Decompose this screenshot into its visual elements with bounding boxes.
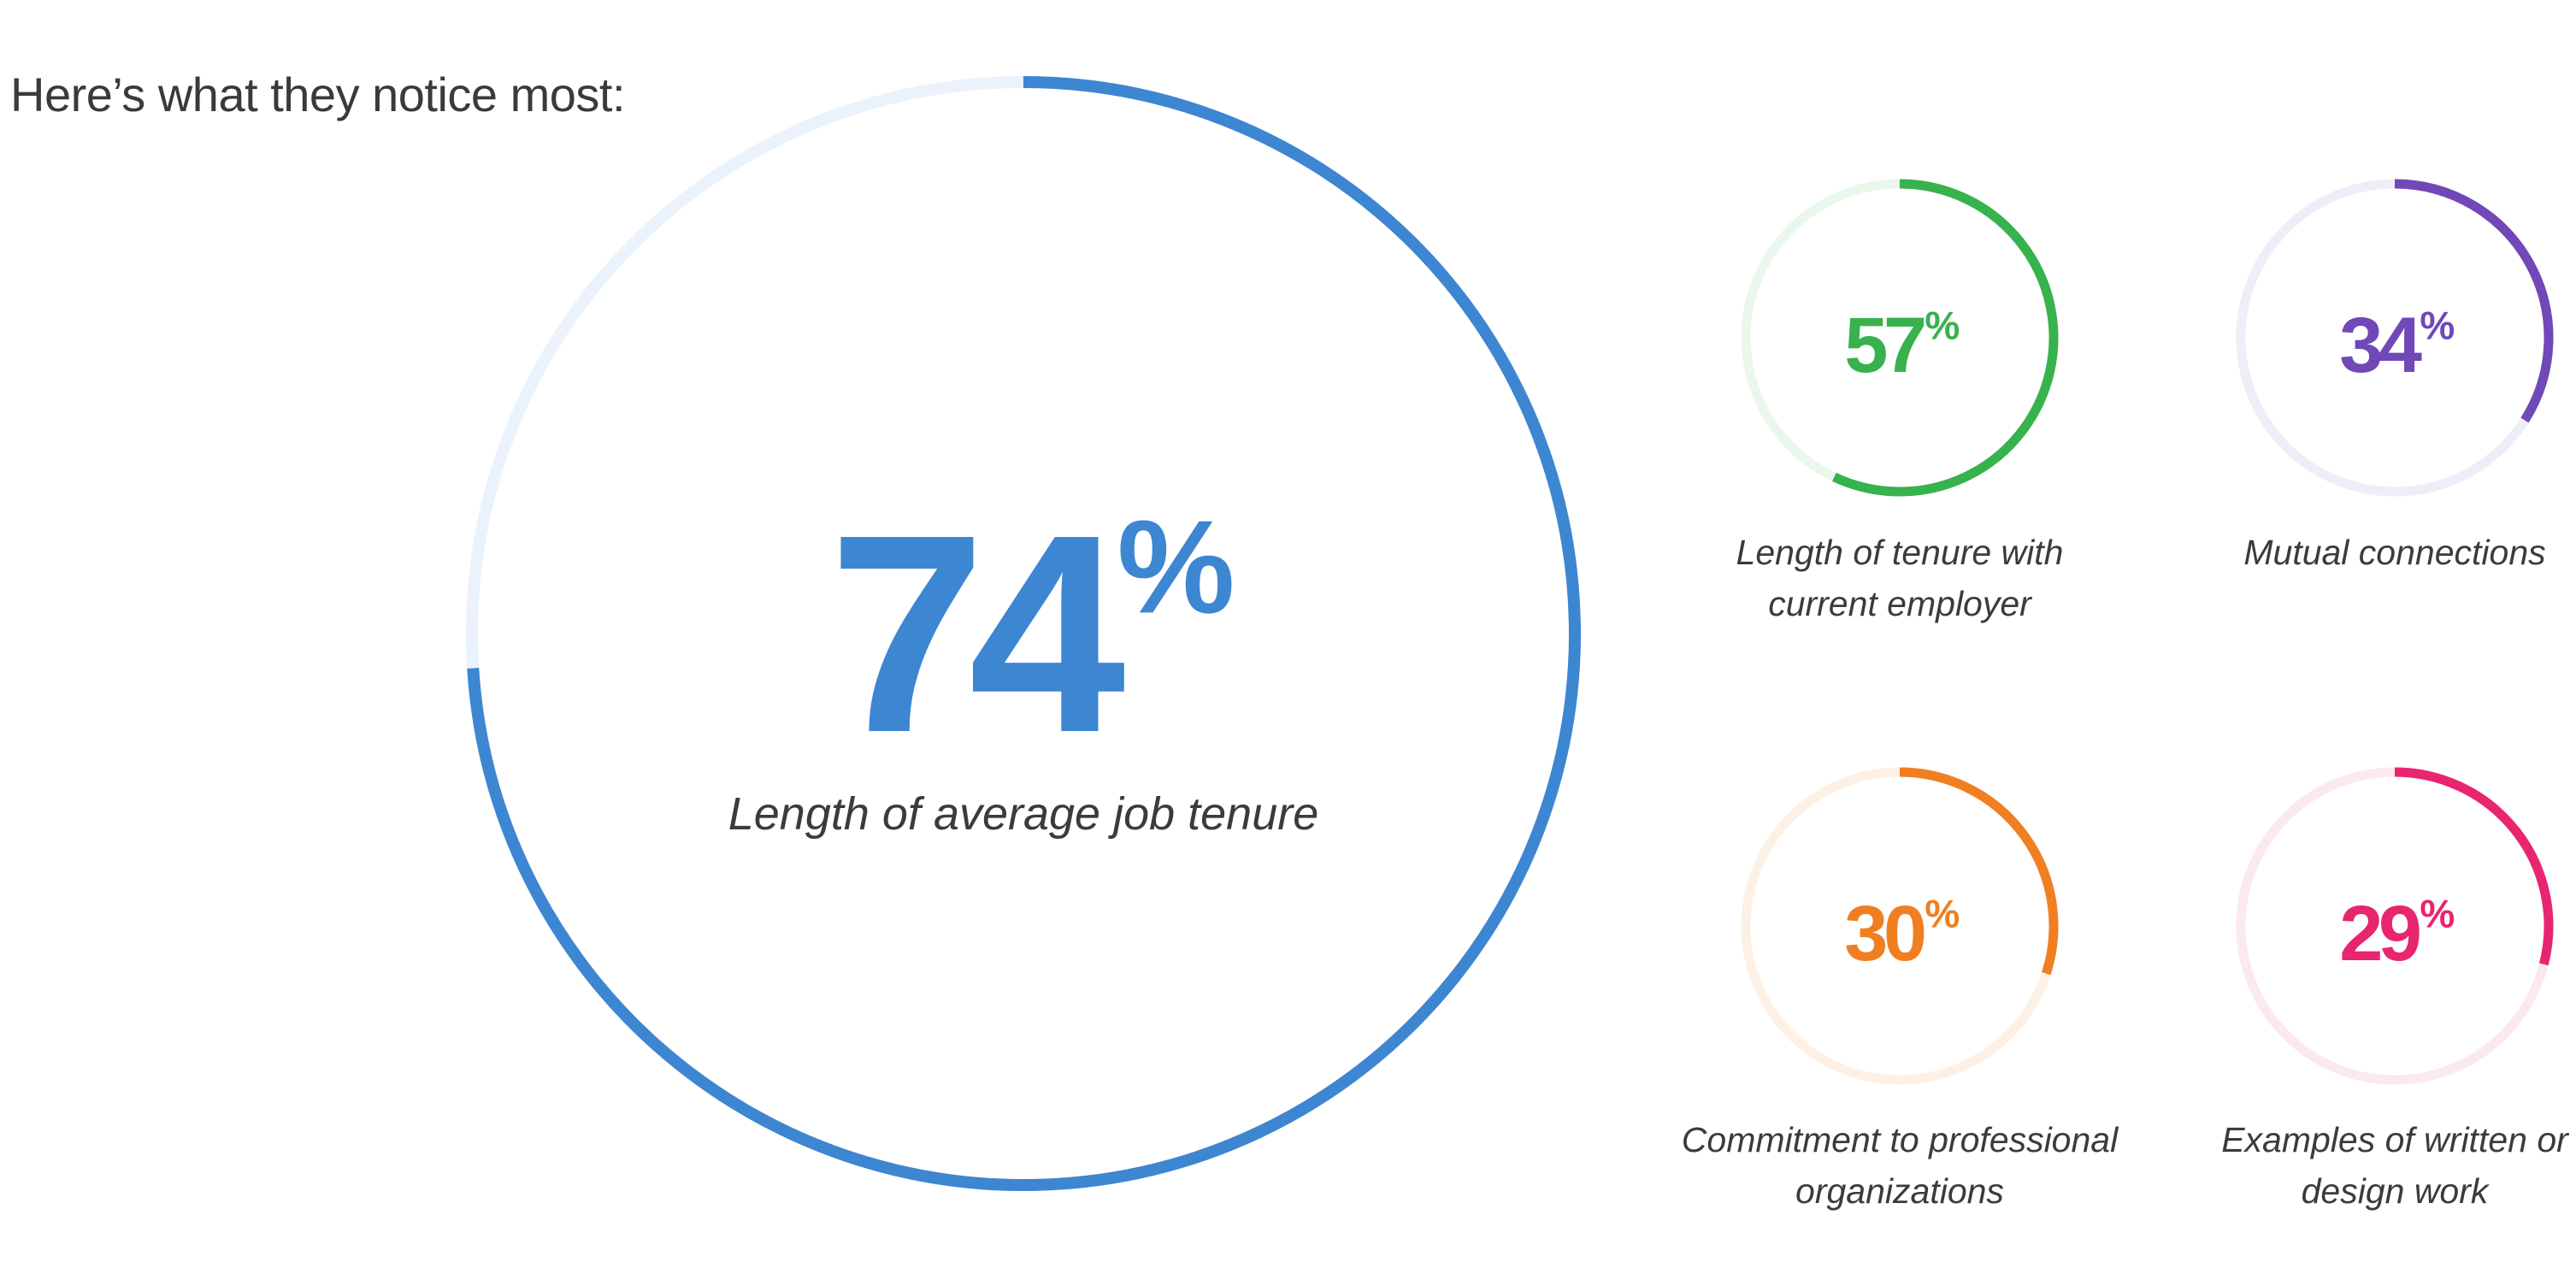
donut-value-label: 34% bbox=[2339, 302, 2454, 389]
value-number: 29 bbox=[2339, 890, 2420, 977]
value-number: 74 bbox=[828, 475, 1127, 791]
value-percent-sign: % bbox=[1925, 891, 1959, 935]
donut-caption-line: organizations bbox=[1795, 1171, 2004, 1211]
donut-progress-arc bbox=[1899, 767, 2059, 976]
value-number: 30 bbox=[1844, 890, 1925, 977]
donut-1: 74%Length of average job tenure bbox=[466, 76, 1581, 1191]
donut-progress-arc bbox=[467, 76, 1581, 1191]
donut-value-label: 57% bbox=[1844, 302, 1959, 389]
value-number: 34 bbox=[2339, 302, 2422, 389]
value-percent-sign: % bbox=[2420, 891, 2454, 935]
donut-caption-line: Commitment to professional bbox=[1682, 1120, 2119, 1159]
donut-value-label: 29% bbox=[2339, 890, 2454, 977]
value-percent-sign: % bbox=[1925, 303, 1959, 347]
donut-caption-line: Examples of written or bbox=[2221, 1120, 2570, 1159]
donut-caption-line: Length of average job tenure bbox=[728, 788, 1319, 840]
value-number: 57 bbox=[1844, 302, 1925, 389]
donut-caption-line: design work bbox=[2302, 1171, 2491, 1211]
page-heading: Here’s what they notice most: bbox=[10, 68, 626, 121]
donut-2: 57% Length of tenure with current employer bbox=[1736, 179, 2064, 623]
donut-3: 34% Mutual connections bbox=[2236, 179, 2554, 572]
donut-4: 30% Commitment to professional organizatio… bbox=[1682, 767, 2119, 1211]
donut-progress-arc bbox=[1832, 179, 2059, 497]
value-percent-sign: % bbox=[1117, 492, 1232, 640]
value-percent-sign: % bbox=[2420, 303, 2454, 347]
donut-value-label: 74% bbox=[828, 475, 1231, 791]
donut-value-label: 30% bbox=[1844, 890, 1959, 977]
donut-caption-line: Mutual connections bbox=[2243, 533, 2545, 572]
donut-progress-arc bbox=[2394, 767, 2554, 966]
donut-progress-arc bbox=[2394, 179, 2554, 423]
donut-5: 29% Examples of written or design work bbox=[2221, 767, 2570, 1211]
donut-caption-line: Length of tenure with bbox=[1736, 533, 2064, 572]
donut-caption-line: current employer bbox=[1768, 584, 2033, 623]
